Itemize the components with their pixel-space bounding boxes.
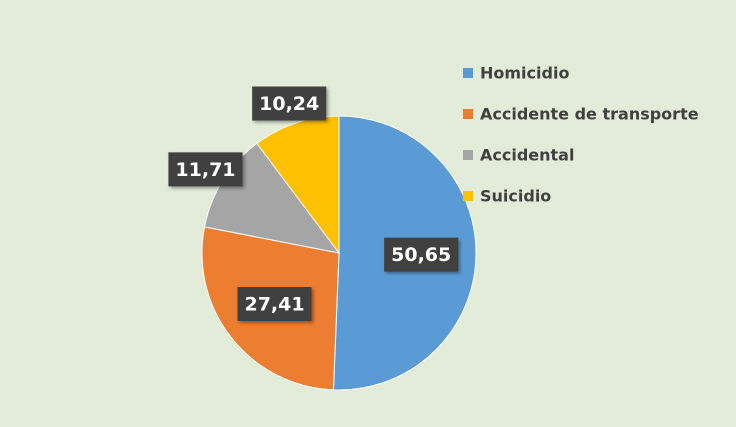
data-label-box xyxy=(384,237,459,272)
legend-swatch xyxy=(463,150,473,160)
pie-slice xyxy=(256,115,340,255)
data-label-text: 27,41 xyxy=(244,293,304,315)
data-label-box xyxy=(252,86,327,121)
data-label-text: 11,71 xyxy=(175,159,235,181)
legend-label: Suicidio xyxy=(480,187,551,206)
legend-swatch xyxy=(463,68,473,78)
legend-label: Homicidio xyxy=(480,64,569,83)
legend-label: Accidental xyxy=(480,146,574,165)
data-label-text: 10,24 xyxy=(259,93,319,115)
data-label: 50,65 xyxy=(384,237,459,272)
data-label-text: 50,65 xyxy=(391,244,451,266)
data-label: 27,41 xyxy=(237,286,312,321)
legend-swatch xyxy=(463,109,473,119)
legend-label: Accidente de transporte xyxy=(480,105,699,124)
data-label-box xyxy=(168,152,243,187)
data-label: 10,24 xyxy=(252,86,327,121)
data-label-box xyxy=(237,286,312,321)
data-label: 11,71 xyxy=(168,152,243,187)
legend-swatch xyxy=(463,191,473,201)
